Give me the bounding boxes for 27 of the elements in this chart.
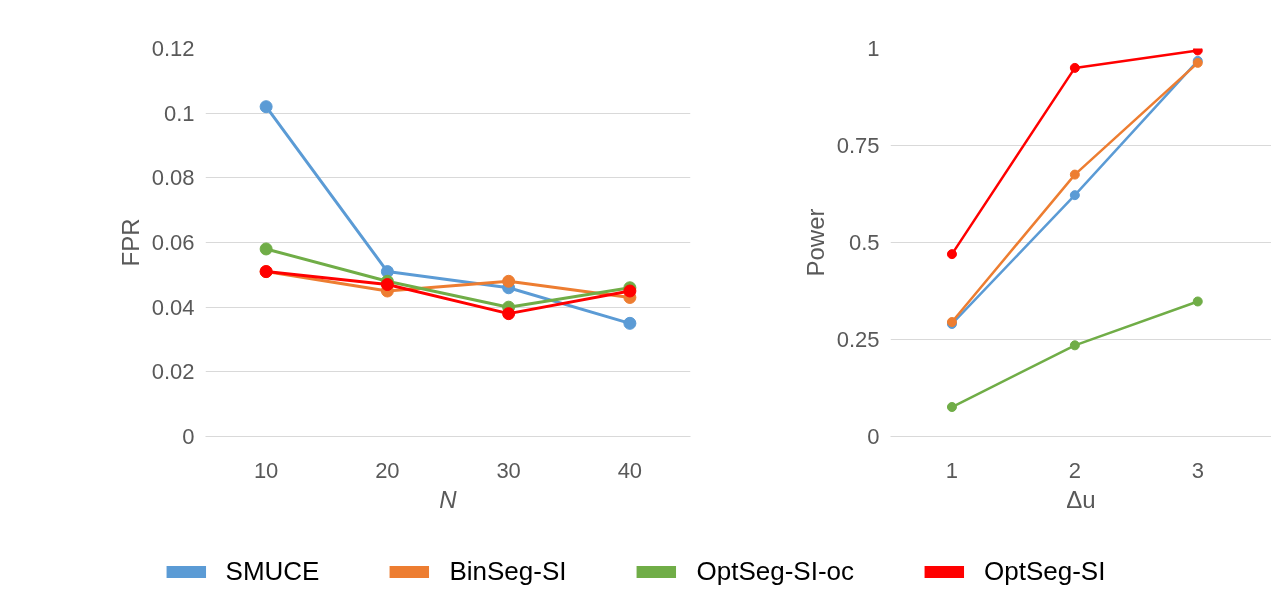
x-tick-label: 40 [617,457,643,483]
y-tick-label: 0.06 [151,230,195,255]
x-tick-label: 2 [1068,457,1081,483]
x-tick-label: 1 [945,457,959,483]
x-tick-label: 30 [496,457,521,483]
y-tick-label: 0.12 [151,36,195,61]
x-tick-label: 20 [375,457,400,483]
legend-label: OptSeg-SI-oc [696,555,855,587]
x-axis-title: N [439,485,458,513]
y-tick-label: 0.75 [836,133,880,158]
y-tick-label: 0 [867,424,880,449]
y-tick-label: 0.1 [163,100,195,126]
y-tick-label: 0.25 [836,327,880,352]
x-tick-label: 10 [253,457,279,483]
y-tick-label: 0 [182,424,195,449]
legend-label: SMUCE [225,555,320,587]
y-tick-label: 0.08 [151,165,195,191]
y-axis-title: FPR [116,218,144,267]
y-tick-label: 0.02 [151,359,195,385]
legend-label: OptSeg-SI [984,555,1106,587]
y-tick-label: 0.5 [848,230,880,255]
x-tick-label: 3 [1191,457,1204,483]
y-tick-label: 0.04 [151,294,195,320]
x-axis-title: Δu [1066,485,1096,513]
y-axis-title: Power [801,208,829,277]
legend-label: BinSeg-SI [449,555,567,587]
y-tick-label: 1 [867,36,880,61]
